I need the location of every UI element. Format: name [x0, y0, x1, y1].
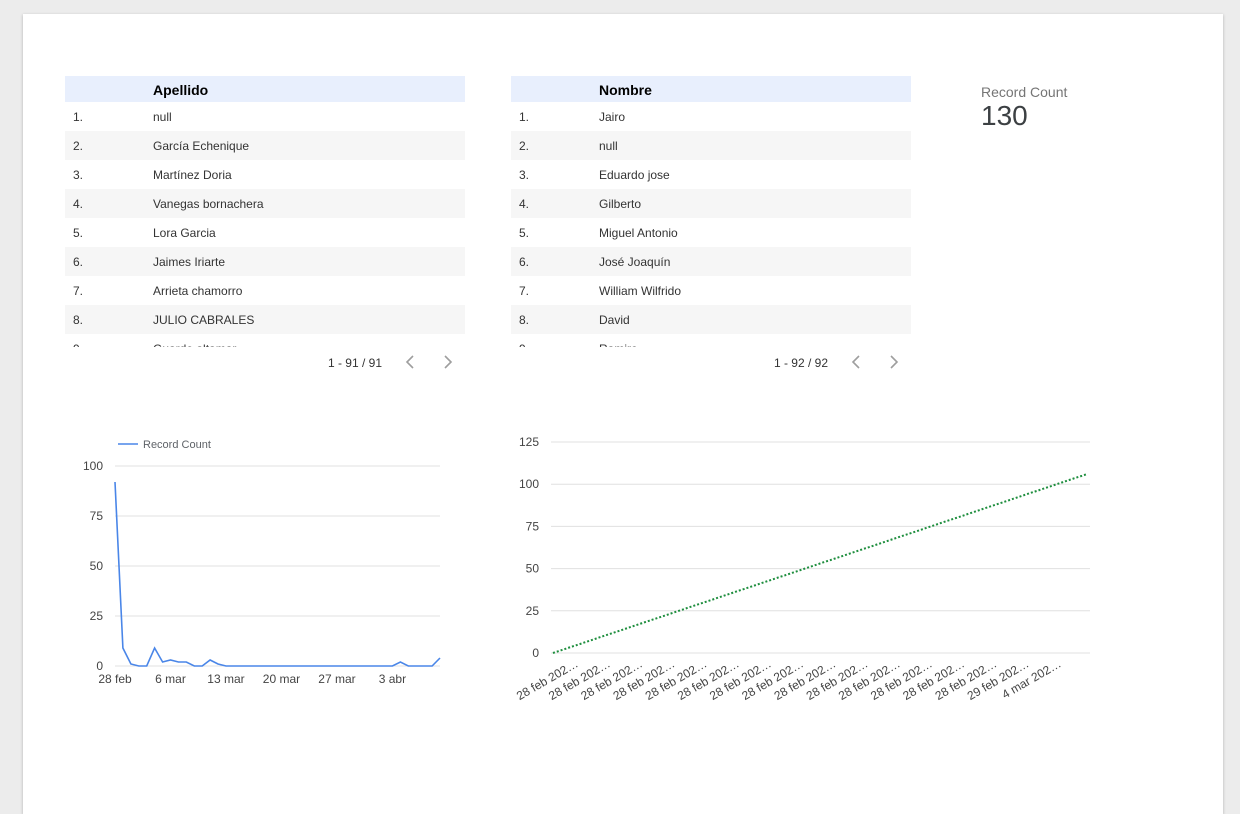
row-index: 6.	[519, 255, 530, 269]
y-tick-label: 50	[90, 559, 104, 573]
table-row[interactable]: 6. José Joaquín	[511, 247, 911, 276]
series-line-cumulative	[552, 473, 1088, 654]
row-index: 1.	[519, 110, 530, 124]
pagination-range: 1 - 92 / 92	[773, 356, 828, 370]
row-index: 5.	[73, 226, 84, 240]
chevron-right-icon[interactable]	[885, 354, 901, 370]
row-index: 6.	[73, 255, 84, 269]
table-row[interactable]: 4. Vanegas bornachera	[65, 189, 465, 218]
y-tick-label: 75	[90, 509, 104, 523]
table-body[interactable]: 1. null 2. García Echenique 3. Martínez Doria…	[65, 102, 465, 347]
row-index: 3.	[73, 168, 84, 182]
y-tick-label: 25	[90, 609, 104, 623]
table-header[interactable]: Apellido	[65, 76, 465, 102]
nombre-table: Nombre 1. Jairo 2. null 3. Eduardo jose 4. Gilb…	[511, 76, 911, 347]
row-index: 1.	[73, 110, 84, 124]
cell-value: Miguel Antonio	[599, 226, 678, 240]
row-index: 7.	[73, 284, 84, 298]
cell-value: Gilberto	[599, 197, 642, 211]
report-page: Apellido 1. null 2. García Echenique 3. Martí…	[23, 14, 1223, 814]
table-row[interactable]: 5. Lora Garcia	[65, 218, 465, 247]
table-row[interactable]: 2. null	[511, 131, 911, 160]
record-count-timeseries-chart[interactable]: Record Count 0 25 50 75 100 28 feb 6 mar 13 mar 2…	[23, 414, 463, 714]
row-index: 4.	[73, 197, 84, 211]
y-tick-label: 125	[519, 435, 539, 449]
y-tick-label: 25	[526, 604, 540, 618]
table-row[interactable]: 6. Jaimes Iriarte	[65, 247, 465, 276]
cell-value: Jairo	[599, 110, 626, 124]
x-tick-label: 20 mar	[263, 672, 300, 686]
cell-value: Vanegas bornachera	[153, 197, 264, 211]
table-row[interactable]: 3. Martínez Doria	[65, 160, 465, 189]
x-tick-label: 6 mar	[155, 672, 186, 686]
x-tick-label: 13 mar	[207, 672, 244, 686]
cell-value: José Joaquín	[599, 255, 671, 269]
y-tick-label: 100	[519, 477, 539, 491]
pagination-range: 1 - 91 / 91	[327, 356, 382, 370]
table-row[interactable]: 8. JULIO CABRALES	[65, 305, 465, 334]
row-index: 7.	[519, 284, 530, 298]
row-index: 2.	[73, 139, 84, 153]
row-index: 9.	[519, 342, 529, 347]
cell-value: David	[599, 313, 630, 327]
cell-value: Eduardo jose	[599, 168, 670, 182]
cell-value: null	[599, 139, 618, 153]
column-header-nombre[interactable]: Nombre	[599, 82, 652, 98]
record-count-scorecard[interactable]: Record Count 130	[981, 84, 1067, 132]
chevron-left-icon[interactable]	[403, 354, 419, 370]
y-tick-label: 0	[532, 646, 539, 660]
table-row[interactable]: 7. William Wilfrido	[511, 276, 911, 305]
y-tick-label: 0	[96, 659, 103, 673]
y-tick-label: 75	[526, 519, 540, 533]
chevron-right-icon[interactable]	[439, 354, 455, 370]
cell-value: Arrieta chamorro	[153, 284, 243, 298]
table-row[interactable]: 8. David	[511, 305, 911, 334]
table-row[interactable]: 9. Ramiro	[511, 334, 911, 347]
cell-value: JULIO CABRALES	[153, 313, 255, 327]
table-header[interactable]: Nombre	[511, 76, 911, 102]
table-body[interactable]: 1. Jairo 2. null 3. Eduardo jose 4. Gilberto 5. M…	[511, 102, 911, 347]
table-row[interactable]: 2. García Echenique	[65, 131, 465, 160]
cell-value: null	[153, 110, 172, 124]
x-tick-label: 27 mar	[318, 672, 355, 686]
scorecard-value: 130	[981, 100, 1028, 131]
cell-value: Ramiro	[599, 342, 638, 347]
row-index: 2.	[519, 139, 530, 153]
cell-value: William Wilfrido	[599, 284, 681, 298]
row-index: 4.	[519, 197, 530, 211]
row-index: 3.	[519, 168, 530, 182]
table-row[interactable]: 5. Miguel Antonio	[511, 218, 911, 247]
table-row[interactable]: 7. Arrieta chamorro	[65, 276, 465, 305]
cell-value: Jaimes Iriarte	[153, 255, 226, 269]
row-index: 8.	[519, 313, 530, 327]
table-row[interactable]: 4. Gilberto	[511, 189, 911, 218]
cell-value: Lora Garcia	[153, 226, 216, 240]
x-tick-label: 28 feb	[98, 672, 132, 686]
table-row[interactable]: 1. Jairo	[511, 102, 911, 131]
table-row[interactable]: 1. null	[65, 102, 465, 131]
apellido-table: Apellido 1. null 2. García Echenique 3. Martí…	[65, 76, 465, 347]
x-tick-label: 3 abr	[379, 672, 406, 686]
row-index: 8.	[73, 313, 84, 327]
column-header-apellido[interactable]: Apellido	[153, 82, 209, 98]
y-tick-label: 100	[83, 459, 103, 473]
scorecard-label: Record Count	[981, 84, 1068, 100]
y-tick-label: 50	[526, 562, 540, 576]
cell-value: García Echenique	[153, 139, 250, 153]
cell-value: Guardo altamar	[153, 342, 236, 347]
series-line-record-count	[114, 481, 441, 667]
table-row[interactable]: 3. Eduardo jose	[511, 160, 911, 189]
legend-label: Record Count	[143, 439, 211, 451]
table-row[interactable]: 9. Guardo altamar	[65, 334, 465, 347]
cell-value: Martínez Doria	[153, 168, 232, 182]
row-index: 9.	[73, 342, 83, 347]
row-index: 5.	[519, 226, 530, 240]
chevron-left-icon[interactable]	[849, 354, 865, 370]
